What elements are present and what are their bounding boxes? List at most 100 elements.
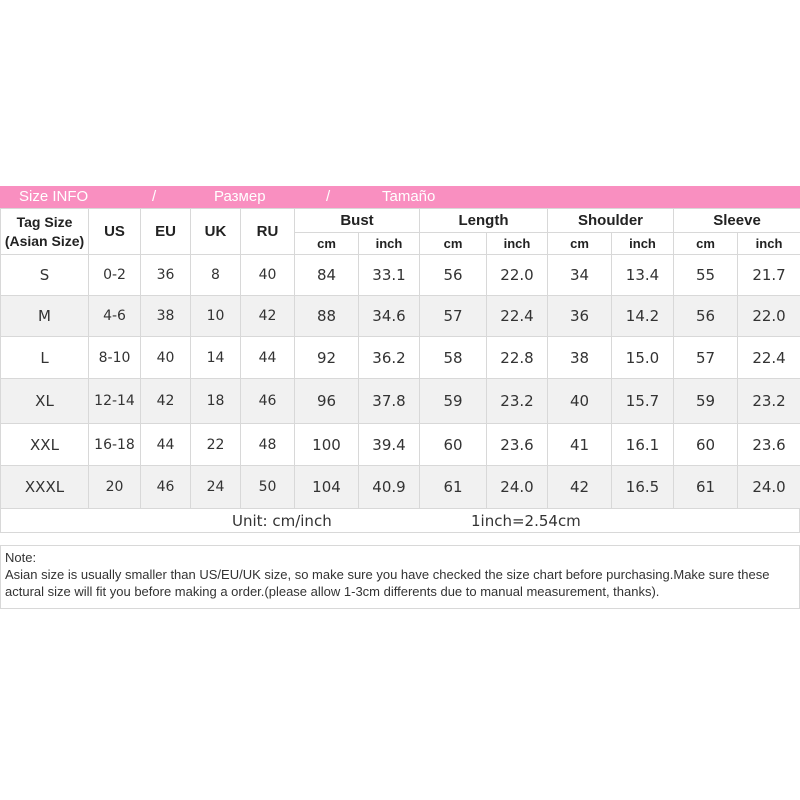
- cell-tag-size: L: [0, 336, 89, 379]
- cell-bust-inch: 40.9: [358, 465, 420, 509]
- header-bust-cm: cm: [294, 232, 359, 255]
- title-separator: /: [326, 188, 331, 205]
- cell-length-cm: 59: [419, 378, 487, 424]
- cell-eu: 46: [140, 465, 191, 509]
- header-length-cm: cm: [419, 232, 487, 255]
- cell-sleeve-cm: 61: [673, 465, 739, 509]
- cell-uk: 18: [190, 378, 241, 424]
- cell-uk: 10: [190, 295, 241, 337]
- header-uk: UK: [190, 208, 241, 255]
- cell-bust-cm: 100: [294, 423, 359, 466]
- cell-us: 0-2: [88, 254, 141, 296]
- cell-sleeve-inch: 22.0: [737, 295, 800, 337]
- header-sleeve-cm: cm: [673, 232, 739, 255]
- cell-shoulder-cm: 41: [547, 423, 612, 466]
- cell-bust-cm: 84: [294, 254, 359, 296]
- cell-tag-size: XXXL: [0, 465, 89, 509]
- cell-us: 12-14: [88, 378, 141, 424]
- size-table: Tag Size (Asian Size) US EU UK RU Bust L…: [0, 208, 800, 509]
- cell-us: 8-10: [88, 336, 141, 379]
- unit-label: Unit: cm/inch: [232, 512, 332, 530]
- cell-shoulder-cm: 40: [547, 378, 612, 424]
- cell-length-cm: 57: [419, 295, 487, 337]
- table-row: XXXL 20 46 24 50 104 40.9 61 24.0 42 16.…: [0, 465, 800, 509]
- title-english: Size INFO: [19, 188, 89, 205]
- cell-sleeve-inch: 21.7: [737, 254, 800, 296]
- cell-ru: 50: [240, 465, 295, 509]
- cell-bust-inch: 36.2: [358, 336, 420, 379]
- cell-length-inch: 22.4: [486, 295, 548, 337]
- cell-sleeve-inch: 23.6: [737, 423, 800, 466]
- cell-ru: 44: [240, 336, 295, 379]
- cell-bust-inch: 34.6: [358, 295, 420, 337]
- cell-shoulder-inch: 13.4: [610, 254, 675, 296]
- header-length: Length: [419, 208, 548, 233]
- cell-shoulder-cm: 36: [547, 295, 612, 337]
- cell-sleeve-cm: 59: [673, 378, 739, 424]
- cell-sleeve-inch: 22.4: [737, 336, 800, 379]
- cell-bust-cm: 88: [294, 295, 359, 337]
- cell-length-cm: 56: [419, 254, 487, 296]
- note-box: Note: Asian size is usually smaller than…: [0, 545, 800, 609]
- cell-shoulder-inch: 14.2: [610, 295, 675, 337]
- cell-sleeve-inch: 24.0: [737, 465, 800, 509]
- table-row: L 8-10 40 14 44 92 36.2 58 22.8 38 15.0 …: [0, 336, 800, 379]
- cell-shoulder-cm: 38: [547, 336, 612, 379]
- cell-us: 16-18: [88, 423, 141, 466]
- cell-shoulder-cm: 42: [547, 465, 612, 509]
- header-tag-size-line1: Tag Size: [16, 213, 73, 230]
- title-spanish: Tamaño: [382, 188, 436, 205]
- conversion-label: 1inch=2.54cm: [471, 512, 581, 530]
- cell-ru: 46: [240, 378, 295, 424]
- cell-shoulder-inch: 15.7: [610, 378, 675, 424]
- header-eu: EU: [140, 208, 191, 255]
- cell-us: 4-6: [88, 295, 141, 337]
- cell-ru: 42: [240, 295, 295, 337]
- cell-length-cm: 61: [419, 465, 487, 509]
- cell-shoulder-inch: 15.0: [610, 336, 675, 379]
- cell-length-inch: 23.2: [486, 378, 548, 424]
- cell-tag-size: XL: [0, 378, 89, 424]
- cell-tag-size: XXL: [0, 423, 89, 466]
- cell-ru: 40: [240, 254, 295, 296]
- cell-eu: 42: [140, 378, 191, 424]
- cell-length-inch: 24.0: [486, 465, 548, 509]
- cell-uk: 24: [190, 465, 241, 509]
- unit-row: Unit: cm/inch 1inch=2.54cm: [0, 509, 800, 533]
- cell-bust-cm: 96: [294, 378, 359, 424]
- cell-bust-inch: 37.8: [358, 378, 420, 424]
- header-bust: Bust: [294, 208, 420, 233]
- cell-uk: 22: [190, 423, 241, 466]
- cell-sleeve-inch: 23.2: [737, 378, 800, 424]
- note-label: Note:: [5, 550, 37, 565]
- cell-bust-cm: 104: [294, 465, 359, 509]
- cell-bust-inch: 33.1: [358, 254, 420, 296]
- cell-uk: 14: [190, 336, 241, 379]
- table-row: S 0-2 36 8 40 84 33.1 56 22.0 34 13.4 55…: [0, 254, 800, 296]
- cell-length-inch: 22.8: [486, 336, 548, 379]
- cell-sleeve-cm: 55: [673, 254, 739, 296]
- cell-eu: 40: [140, 336, 191, 379]
- header-ru: RU: [240, 208, 295, 255]
- header-shoulder: Shoulder: [546, 208, 675, 233]
- header-shoulder-cm: cm: [547, 232, 612, 255]
- cell-eu: 44: [140, 423, 191, 466]
- note-text: Asian size is usually smaller than US/EU…: [5, 567, 770, 599]
- table-row: XL 12-14 42 18 46 96 37.8 59 23.2 40 15.…: [0, 378, 800, 424]
- cell-length-inch: 23.6: [486, 423, 548, 466]
- cell-length-cm: 60: [419, 423, 487, 466]
- header-shoulder-inch: inch: [610, 232, 675, 255]
- header-bust-inch: inch: [358, 232, 420, 255]
- cell-shoulder-inch: 16.1: [610, 423, 675, 466]
- cell-length-inch: 22.0: [486, 254, 548, 296]
- cell-bust-cm: 92: [294, 336, 359, 379]
- header-tag-size: Tag Size (Asian Size): [0, 208, 89, 255]
- cell-sleeve-cm: 56: [673, 295, 739, 337]
- cell-ru: 48: [240, 423, 295, 466]
- title-separator: /: [152, 188, 157, 205]
- header-us: US: [88, 208, 141, 255]
- cell-tag-size: M: [0, 295, 89, 337]
- header-length-inch: inch: [486, 232, 548, 255]
- size-chart: Size INFO / Размер / Tamaño Tag Size: [0, 186, 800, 609]
- cell-length-cm: 58: [419, 336, 487, 379]
